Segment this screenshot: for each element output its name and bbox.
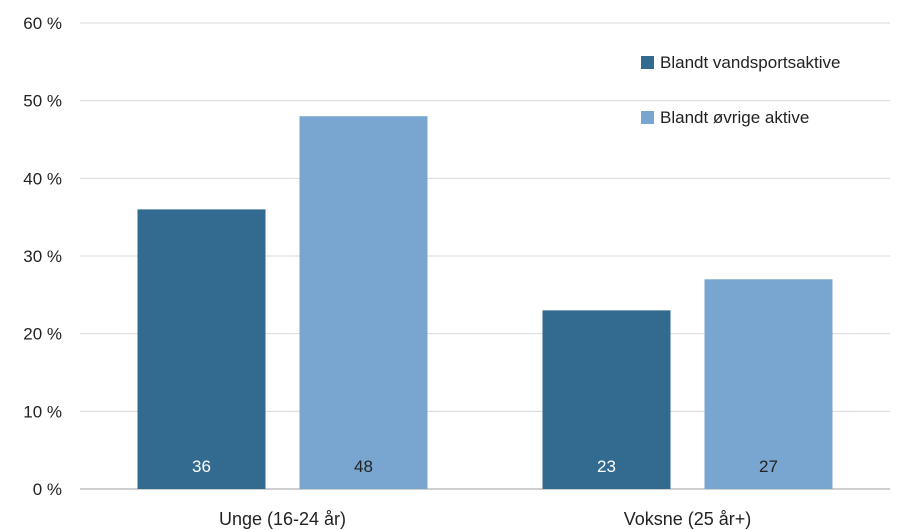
y-tick-label: 40 % xyxy=(23,169,62,188)
data-labels: 36 48 23 27 xyxy=(192,457,778,476)
data-label: 27 xyxy=(759,457,778,476)
legend-swatch xyxy=(641,111,654,124)
y-tick-label: 30 % xyxy=(23,247,62,266)
legend-label: Blandt vandsportsaktive xyxy=(660,53,841,72)
bar-vandsportsaktive-unge xyxy=(137,209,266,489)
y-tick-label: 60 % xyxy=(23,14,62,33)
bar-vandsportsaktive-voksne xyxy=(542,310,671,489)
legend-swatch xyxy=(641,56,654,69)
legend: Blandt vandsportsaktive Blandt øvrige akt… xyxy=(641,53,841,127)
bars xyxy=(137,116,833,489)
x-axis-category-labels: Unge (16-24 år) Voksne (25 år+) xyxy=(219,509,751,529)
data-label: 36 xyxy=(192,457,211,476)
y-tick-label: 50 % xyxy=(23,92,62,111)
bar-ovrige-aktive-voksne xyxy=(704,279,833,489)
category-label: Unge (16-24 år) xyxy=(219,509,346,529)
legend-label: Blandt øvrige aktive xyxy=(660,108,809,127)
data-label: 48 xyxy=(354,457,373,476)
y-tick-label: 10 % xyxy=(23,402,62,421)
y-axis-tick-labels: 0 % 10 % 20 % 30 % 40 % 50 % 60 % xyxy=(23,14,62,499)
data-label: 23 xyxy=(597,457,616,476)
y-tick-label: 0 % xyxy=(33,480,62,499)
y-tick-label: 20 % xyxy=(23,325,62,344)
category-label: Voksne (25 år+) xyxy=(624,509,752,529)
bar-ovrige-aktive-unge xyxy=(299,116,428,489)
